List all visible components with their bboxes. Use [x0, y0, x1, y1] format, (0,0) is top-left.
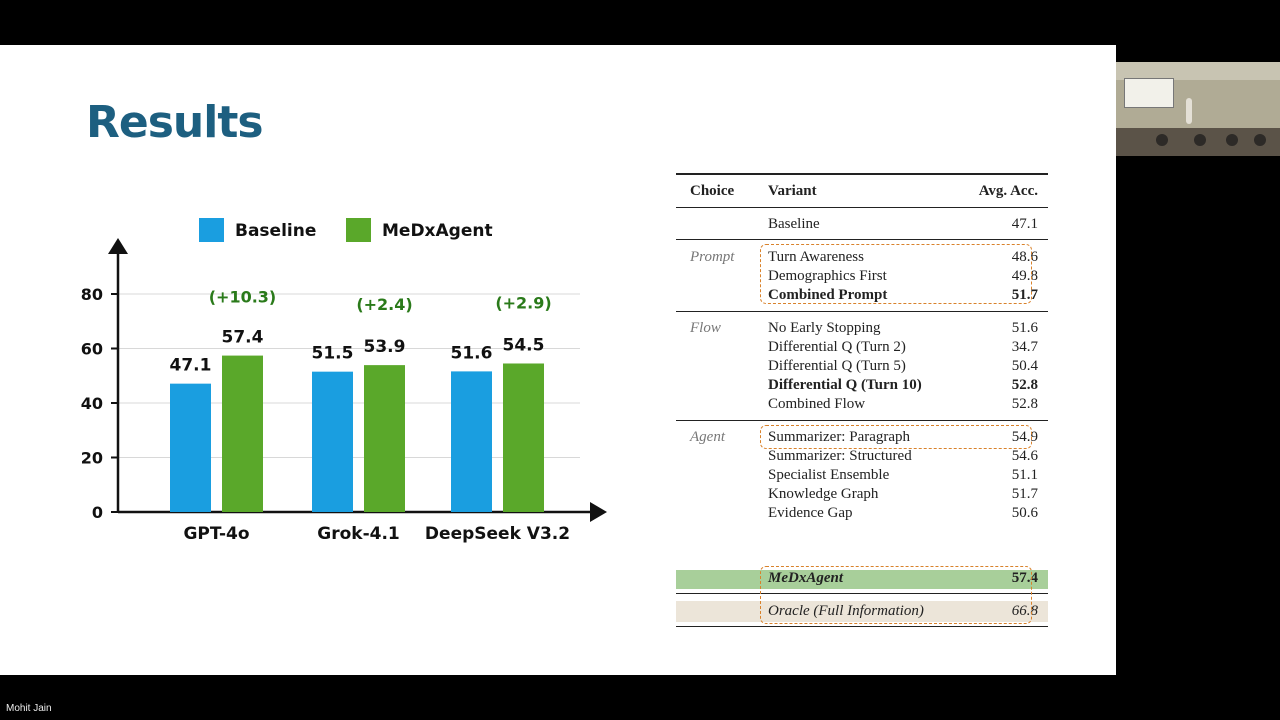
delta-label: (+2.4)	[356, 295, 412, 314]
highlight-box-prompt	[760, 244, 1032, 304]
flow-acc-1: 51.6	[1011, 320, 1038, 336]
agent-acc-4: 51.7	[1011, 486, 1038, 502]
flow-variant-4: Differential Q (Turn 10)	[768, 377, 922, 393]
baseline-acc: 47.1	[1011, 216, 1038, 232]
prompt-variant-1: Turn Awareness	[768, 249, 864, 265]
agent-variant-3: Specialist Ensemble	[768, 467, 890, 483]
bar-value-label: 51.6	[451, 343, 493, 363]
prompt-variant-2: Demographics First	[768, 268, 887, 284]
x-category-label: Grok-4.1	[317, 524, 400, 544]
table-rule-bottom	[676, 626, 1048, 627]
flow-variant-5: Combined Flow	[768, 396, 866, 412]
oracle-variant: Oracle (Full Information)	[768, 603, 924, 619]
y-tick-label: 0	[92, 503, 103, 522]
flow-variant-3: Differential Q (Turn 5)	[768, 358, 906, 374]
table-rule-flow	[676, 420, 1048, 421]
webcam-projector-screen	[1124, 78, 1174, 108]
group-prompt: Prompt	[690, 249, 735, 265]
bar-value-label: 57.4	[222, 328, 264, 348]
webcam-audience	[1254, 134, 1266, 146]
agent-acc-3: 51.1	[1011, 467, 1038, 483]
bar-medxagent	[503, 363, 544, 512]
bar-baseline	[451, 371, 492, 512]
legend-swatch-baseline	[199, 218, 224, 242]
legend-swatch-medxagent	[346, 218, 371, 242]
oracle-acc: 66.8	[1011, 603, 1038, 619]
oracle-band	[676, 601, 1048, 622]
y-tick-label: 20	[81, 449, 103, 468]
table-rule-prompt	[676, 311, 1048, 312]
webcam-ceiling	[1116, 62, 1280, 80]
bar-value-label: 54.5	[503, 335, 545, 355]
medxagent-highlight-band	[676, 570, 1048, 589]
agent-acc-6: 57.4	[1011, 570, 1038, 586]
legend-label: Baseline	[235, 221, 316, 241]
agent-variant-5: Evidence Gap	[768, 505, 853, 521]
slide-title: Results	[86, 97, 264, 148]
table-rule-top	[676, 173, 1048, 175]
legend-label: MeDxAgent	[382, 221, 493, 241]
flow-acc-3: 50.4	[1011, 358, 1038, 374]
table-rule-baseline	[676, 239, 1048, 240]
webcam-audience	[1156, 134, 1168, 146]
prompt-variant-3: Combined Prompt	[768, 287, 888, 303]
flow-acc-5: 52.8	[1011, 396, 1038, 412]
agent-acc-5: 50.6	[1011, 505, 1038, 521]
bar-medxagent	[364, 365, 405, 512]
webcam-audience	[1226, 134, 1238, 146]
agent-variant-4: Knowledge Graph	[768, 486, 879, 502]
x-category-label: GPT-4o	[183, 524, 249, 544]
results-table: Choice Variant Avg. Acc. Baseline 47.1 P…	[676, 173, 1048, 594]
y-tick-label: 40	[81, 394, 103, 413]
header-choice: Choice	[690, 183, 735, 199]
bar-value-label: 53.9	[364, 337, 406, 357]
table-rule-agent	[676, 593, 1048, 594]
bar-medxagent	[222, 355, 263, 512]
highlight-box-summarizer	[760, 425, 1032, 449]
flow-acc-4: 52.8	[1011, 377, 1038, 393]
slide: Results 0 20 40 60 80 47.1 57.4 (+10.3) GPT-4o 51…	[0, 45, 1116, 675]
agent-variant-1: Summarizer: Paragraph	[768, 429, 911, 445]
group-flow: Flow	[690, 320, 721, 336]
bar-value-label: 47.1	[170, 356, 212, 376]
bar-value-label: 51.5	[312, 344, 354, 364]
agent-variant-2: Summarizer: Structured	[768, 448, 912, 464]
top-bar	[0, 0, 1280, 45]
y-tick-label: 80	[81, 285, 103, 304]
flow-variant-1: No Early Stopping	[768, 320, 881, 336]
x-category-label: DeepSeek V3.2	[425, 524, 570, 544]
y-tick-label: 60	[81, 340, 103, 359]
webcam-audience	[1194, 134, 1206, 146]
presenter-name: Mohit Jain	[6, 703, 52, 714]
group-agent: Agent	[690, 429, 725, 445]
webcam-thumbnail[interactable]	[1116, 62, 1280, 156]
flow-acc-2: 34.7	[1011, 339, 1038, 355]
baseline-variant: Baseline	[768, 216, 820, 232]
header-acc: Avg. Acc.	[978, 183, 1038, 199]
y-axis-arrowhead	[108, 238, 128, 254]
header-variant: Variant	[768, 183, 817, 199]
x-axis-arrowhead	[590, 502, 607, 522]
flow-variant-2: Differential Q (Turn 2)	[768, 339, 906, 355]
bar-baseline	[312, 371, 353, 512]
bar-chart: 0 20 40 60 80 47.1 57.4 (+10.3) GPT-4o 51.5 53.9 (+…	[81, 218, 607, 544]
agent-acc-2: 54.6	[1011, 448, 1038, 464]
agent-variant-6: MeDxAgent	[768, 570, 843, 586]
delta-label: (+10.3)	[209, 288, 277, 307]
delta-label: (+2.9)	[495, 293, 551, 312]
webcam-presenter	[1186, 98, 1192, 124]
table-rule-header	[676, 207, 1048, 208]
bar-baseline	[170, 383, 211, 512]
